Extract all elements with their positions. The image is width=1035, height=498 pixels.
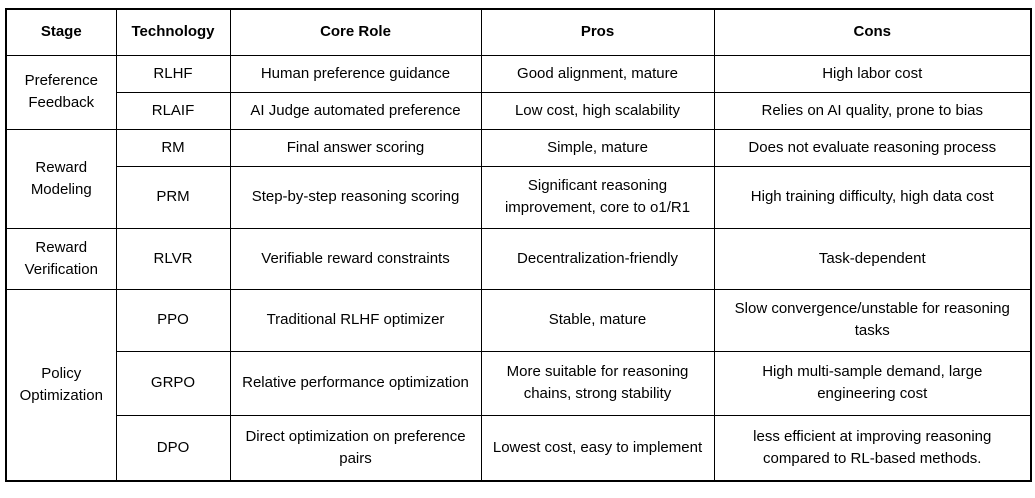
column-header-core-role: Core Role [229,8,482,56]
core-role-cell: Relative performance optimization [229,350,482,416]
cons-cell: High multi-sample demand, large engineer… [713,350,1032,416]
table-row-prm: PRM Step-by-step reasoning scoring Signi… [6,165,1032,229]
pros-cell: Low cost, high scalability [480,91,715,130]
technology-cell: RLVR [115,227,231,290]
core-role-cell: Direct optimization on preference pairs [229,414,482,482]
stage-cell-reward-modeling: Reward Modeling [5,128,117,229]
table-header-row: Stage Technology Core Role Pros Cons [5,8,1032,56]
pros-cell: Significant reasoning improvement, core … [480,165,715,229]
technology-cell: PRM [115,165,231,229]
cons-cell: High training difficulty, high data cost [713,165,1032,229]
cons-cell: Task-dependent [713,227,1032,290]
pros-cell: More suitable for reasoning chains, stro… [480,350,715,416]
technology-cell: RM [115,128,231,167]
technology-cell: RLAIF [115,91,231,130]
core-role-cell: Final answer scoring [229,128,482,167]
table-row-rm: Reward Modeling RM Final answer scoring … [5,128,1032,229]
stage-cell-reward-verification: Reward Verification [5,227,117,290]
core-role-cell: Verifiable reward constraints [229,227,482,290]
core-role-cell: Human preference guidance [229,54,482,93]
column-header-technology: Technology [115,8,231,56]
cons-cell: Does not evaluate reasoning process [713,128,1032,167]
table-row-grpo: GRPO Relative performance optimization M… [6,350,1032,416]
pros-cell: Simple, mature [480,128,715,167]
pros-cell: Decentralization-friendly [480,227,715,290]
cons-cell: less efficient at improving reasoning co… [713,414,1032,482]
table-row-rlvr: Reward Verification RLVR Verifiable rewa… [5,227,1032,290]
column-header-stage: Stage [5,8,117,56]
technology-cell: PPO [115,288,231,352]
cons-cell: High labor cost [713,54,1032,93]
column-header-pros: Pros [480,8,715,56]
column-header-cons: Cons [713,8,1032,56]
stage-cell-policy-optimization: Policy Optimization [5,288,117,482]
cons-cell: Slow convergence/unstable for reasoning … [713,288,1032,352]
core-role-cell: AI Judge automated preference [229,91,482,130]
core-role-cell: Traditional RLHF optimizer [229,288,482,352]
table-row-dpo: DPO Direct optimization on preference pa… [6,414,1032,482]
technology-cell: GRPO [115,350,231,416]
pros-cell: Stable, mature [480,288,715,352]
rl-technology-comparison-table: Stage Technology Core Role Pros Cons Pre… [5,8,1032,482]
cons-cell: Relies on AI quality, prone to bias [713,91,1032,130]
table-row-rlhf: Preference Feedback RLHF Human preferenc… [5,54,1032,130]
technology-cell: DPO [115,414,231,482]
core-role-cell: Step-by-step reasoning scoring [229,165,482,229]
pros-cell: Good alignment, mature [480,54,715,93]
stage-cell-preference-feedback: Preference Feedback [5,54,117,130]
technology-cell: RLHF [115,54,231,93]
table-row-ppo: Policy Optimization PPO Traditional RLHF… [5,288,1032,482]
table-row-rlaif: RLAIF AI Judge automated preference Low … [6,91,1032,130]
pros-cell: Lowest cost, easy to implement [480,414,715,482]
